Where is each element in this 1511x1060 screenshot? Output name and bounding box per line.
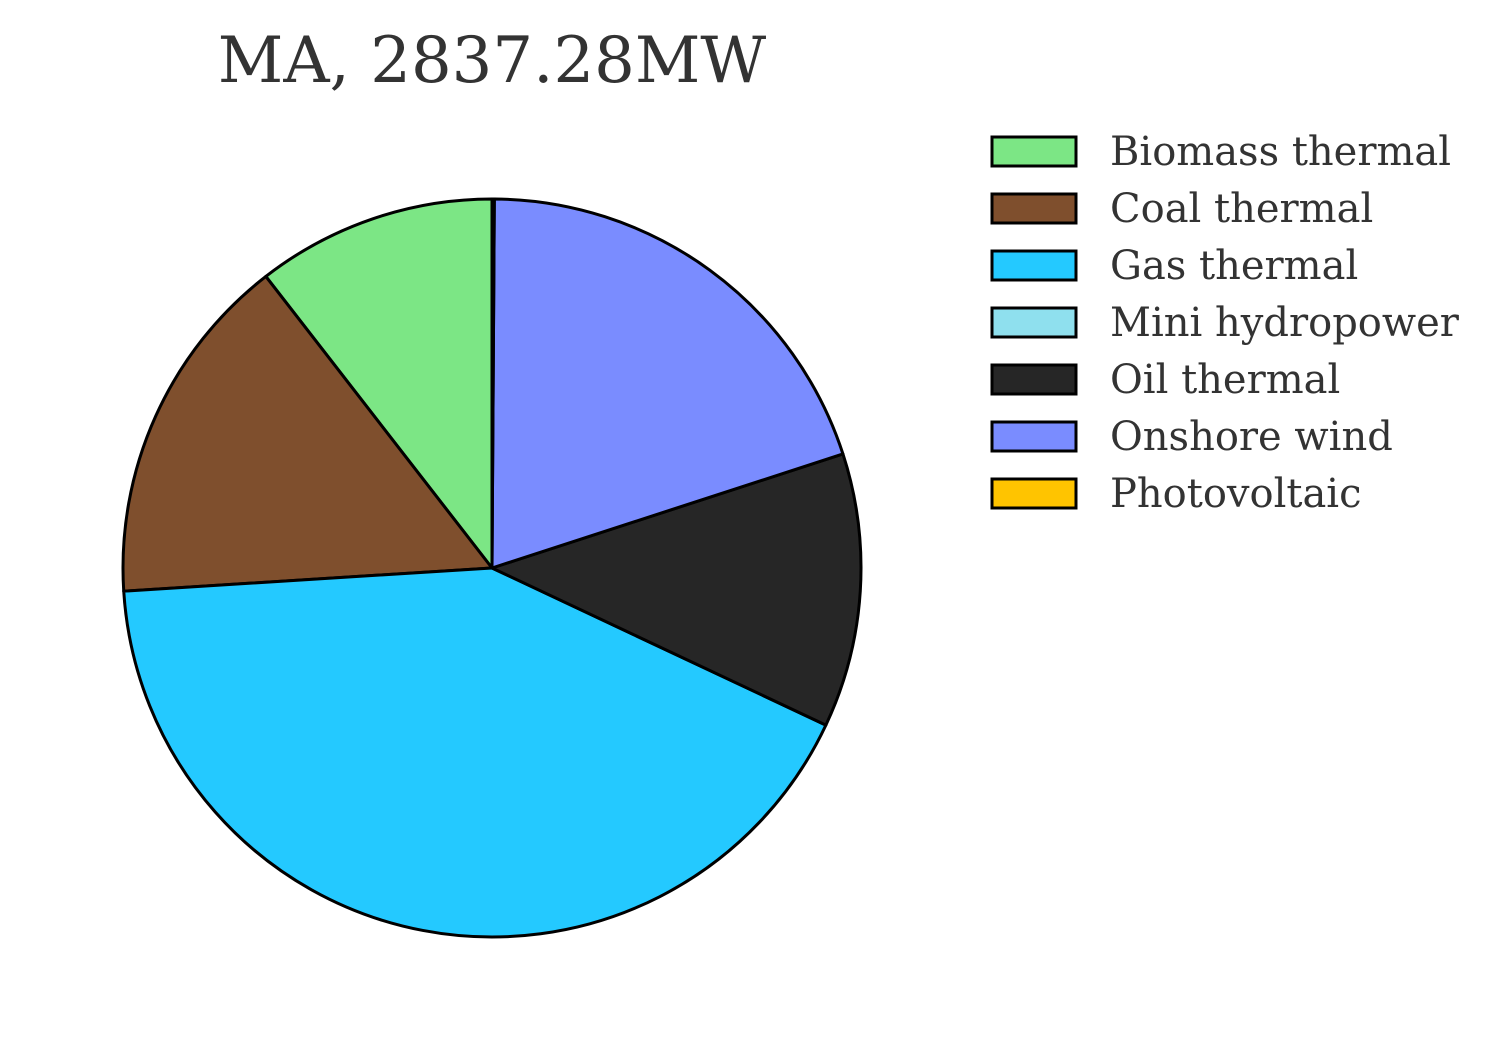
legend-label-photovoltaic: Photovoltaic xyxy=(1110,471,1362,517)
legend-label-gas-thermal: Gas thermal xyxy=(1110,243,1358,289)
pie-slice-oil-thermal xyxy=(490,452,863,727)
legend-swatch-gas-thermal xyxy=(990,249,1078,282)
pie-slice-onshore-wind xyxy=(490,197,845,570)
legend-label-mini-hydropower: Mini hydropower xyxy=(1110,300,1460,346)
legend-swatch-photovoltaic xyxy=(990,477,1078,510)
legend-label-biomass-thermal: Biomass thermal xyxy=(1110,129,1451,175)
legend-swatch-biomass-thermal xyxy=(990,135,1078,168)
chart-title: MA, 2837.28MW xyxy=(218,24,767,98)
legend-swatch-onshore-wind xyxy=(990,420,1078,453)
pie-slice-photovoltaic xyxy=(490,197,496,570)
legend-label-oil-thermal: Oil thermal xyxy=(1110,357,1340,403)
legend-swatch-oil-thermal xyxy=(990,363,1078,396)
legend-label-onshore-wind: Onshore wind xyxy=(1110,414,1393,460)
pie-slice-biomass-thermal xyxy=(264,197,494,570)
pie-slice-gas-thermal xyxy=(122,566,828,939)
legend-swatch-mini-hydropower xyxy=(990,306,1078,339)
legend: Biomass thermal Coal thermal Gas thermal Mi… xyxy=(990,129,1460,517)
pie-slice-coal-thermal xyxy=(121,274,494,593)
legend-swatch-coal-thermal xyxy=(990,192,1078,225)
legend-label-coal-thermal: Coal thermal xyxy=(1110,186,1373,232)
pie-slices xyxy=(121,197,863,939)
